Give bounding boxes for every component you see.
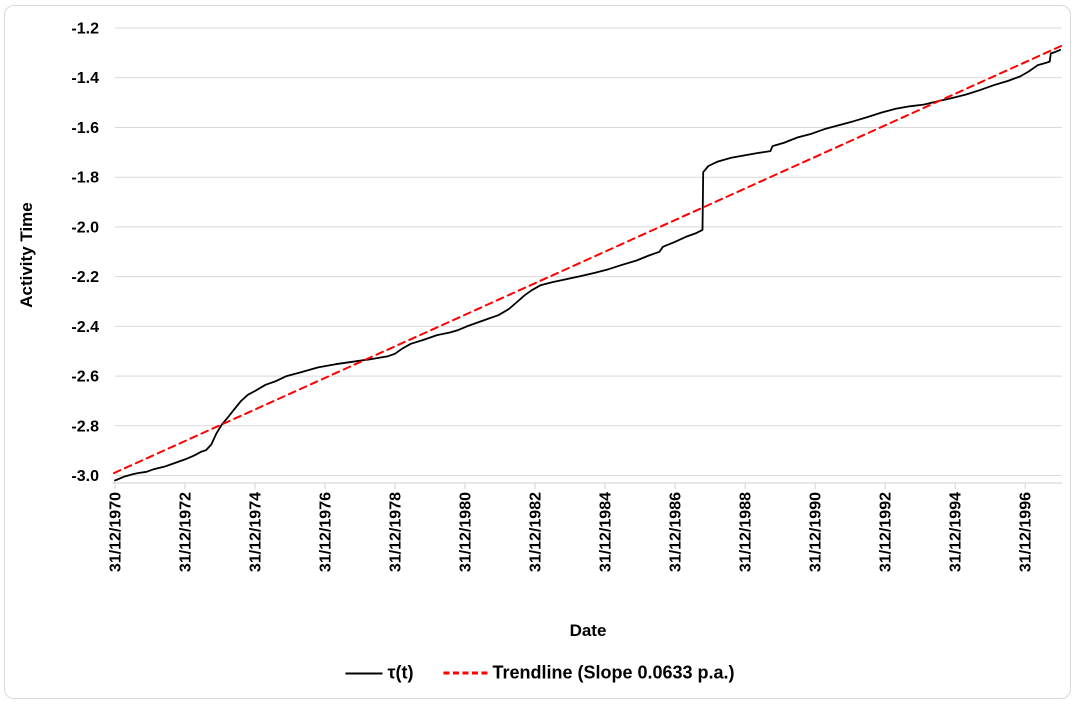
legend-item-tau: τ(t) (345, 663, 413, 684)
x-tick-label: 31/12/1988 (738, 492, 755, 572)
x-tick-label: 31/12/1990 (808, 492, 825, 572)
y-tick-label: -1.6 (71, 120, 99, 137)
y-tick-label: -2.8 (71, 418, 99, 435)
y-tick-label: -2.6 (71, 369, 99, 386)
x-tick-label: 31/12/1978 (388, 492, 405, 572)
x-tick-label: 31/12/1976 (318, 492, 335, 572)
y-tick-label: -2.2 (71, 269, 99, 286)
y-tick-label: -2.0 (71, 219, 99, 236)
legend-label-tau: τ(t) (387, 662, 414, 683)
legend-item-trendline: Trendline (Slope 0.0633 p.a.) (443, 662, 735, 684)
x-tick-label: 31/12/1974 (248, 492, 265, 572)
y-tick-label: -1.4 (71, 70, 99, 87)
x-tick-label: 31/12/1980 (458, 492, 475, 572)
tau-line-swatch-icon (345, 672, 383, 674)
x-tick-label: 31/12/1996 (1018, 492, 1035, 572)
x-tick-label: 31/12/1994 (948, 492, 965, 572)
y-tick-label: -2.4 (71, 319, 99, 336)
x-tick-label: 31/12/1984 (598, 492, 615, 572)
x-axis-title: Date (569, 621, 607, 640)
x-tick-label: 31/12/1970 (108, 492, 125, 572)
tau-series-line (114, 49, 1062, 482)
x-tick-label: 31/12/1992 (878, 492, 895, 572)
trendline (112, 44, 1063, 475)
y-tick-label: -1.2 (71, 21, 99, 38)
y-tick-label: -3.0 (71, 468, 99, 485)
x-tick-label: 31/12/1982 (528, 492, 545, 572)
x-tick-label: 31/12/1986 (668, 492, 685, 572)
legend-label-trendline: Trendline (Slope 0.0633 p.a.) (492, 662, 735, 683)
x-tick-label: 31/12/1972 (178, 492, 195, 572)
y-tick-label: -1.8 (71, 170, 99, 187)
legend: τ(t) Trendline (Slope 0.0633 p.a.) (345, 662, 735, 684)
trendline-dash-swatch-icon (443, 671, 488, 675)
y-axis-title: Activity Time (17, 202, 36, 308)
